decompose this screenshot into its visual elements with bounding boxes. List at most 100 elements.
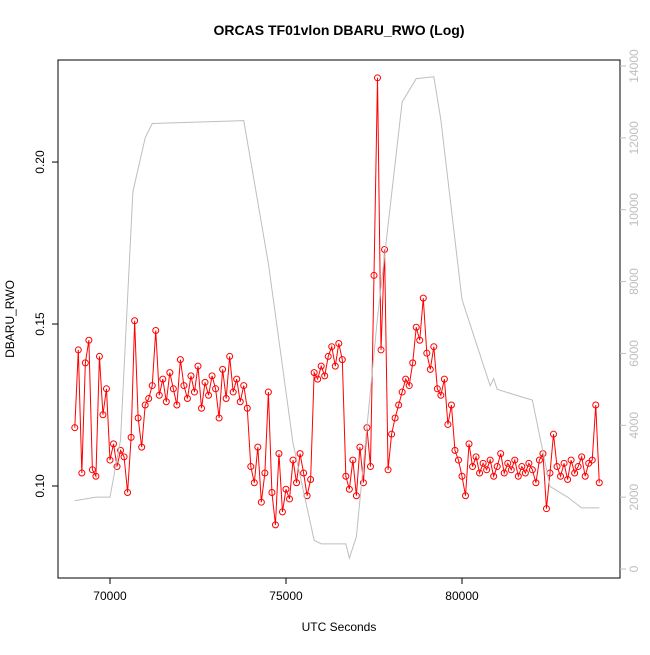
data-point bbox=[205, 391, 213, 399]
y2-tick-label: 10000 bbox=[627, 193, 641, 227]
x-axis-label: UTC Seconds bbox=[302, 620, 377, 634]
series-line bbox=[74, 76, 600, 561]
data-point bbox=[226, 352, 234, 360]
data-point bbox=[124, 488, 132, 496]
data-point bbox=[560, 459, 568, 467]
data-point bbox=[557, 472, 565, 480]
data-point bbox=[85, 336, 93, 344]
data-point bbox=[138, 443, 146, 451]
data-point bbox=[120, 453, 128, 461]
data-point bbox=[578, 453, 586, 461]
data-point bbox=[426, 365, 434, 373]
data-point bbox=[588, 456, 596, 464]
data-point bbox=[250, 479, 258, 487]
data-point bbox=[574, 463, 582, 471]
data-point bbox=[416, 336, 424, 344]
data-point bbox=[155, 391, 163, 399]
data-point bbox=[71, 424, 79, 432]
data-point bbox=[328, 343, 336, 351]
data-point bbox=[106, 456, 114, 464]
data-point bbox=[208, 372, 216, 380]
data-point bbox=[300, 469, 308, 477]
data-point bbox=[359, 479, 367, 487]
data-point bbox=[74, 346, 82, 354]
data-point bbox=[324, 352, 332, 360]
data-point bbox=[317, 362, 325, 370]
data-point bbox=[451, 446, 459, 454]
y2-tick-label: 12000 bbox=[627, 121, 641, 155]
data-point bbox=[296, 450, 304, 458]
data-point bbox=[331, 362, 339, 370]
data-point bbox=[388, 430, 396, 438]
data-point bbox=[542, 505, 550, 513]
data-point bbox=[532, 479, 540, 487]
y2-tick-label: 6000 bbox=[627, 340, 641, 367]
series-line bbox=[74, 77, 600, 525]
data-point bbox=[92, 472, 100, 480]
data-point bbox=[374, 74, 382, 82]
data-point bbox=[117, 446, 125, 454]
data-point bbox=[282, 485, 290, 493]
data-point bbox=[377, 346, 385, 354]
data-point bbox=[169, 385, 177, 393]
y-tick-label: 0.10 bbox=[33, 474, 47, 498]
data-point bbox=[458, 472, 466, 480]
data-point bbox=[391, 414, 399, 422]
data-point bbox=[349, 456, 357, 464]
y2-tick-label: 8000 bbox=[627, 268, 641, 295]
data-point bbox=[352, 492, 360, 500]
data-point bbox=[243, 404, 251, 412]
data-point bbox=[222, 395, 230, 403]
data-point bbox=[134, 414, 142, 422]
data-point bbox=[405, 382, 413, 390]
data-point bbox=[264, 388, 272, 396]
data-point bbox=[535, 456, 543, 464]
data-point bbox=[183, 395, 191, 403]
data-point bbox=[271, 521, 279, 529]
data-point bbox=[412, 323, 420, 331]
data-point bbox=[261, 469, 269, 477]
data-point bbox=[254, 443, 262, 451]
data-point bbox=[145, 395, 153, 403]
data-point bbox=[447, 401, 455, 409]
data-point bbox=[528, 466, 536, 474]
data-point bbox=[398, 388, 406, 396]
data-point bbox=[490, 472, 498, 480]
data-point bbox=[113, 463, 121, 471]
plot-frame bbox=[57, 59, 621, 579]
data-point bbox=[592, 401, 600, 409]
data-point bbox=[497, 450, 505, 458]
data-point bbox=[141, 401, 149, 409]
y2-tick-label: 0 bbox=[627, 565, 641, 572]
data-point bbox=[268, 488, 276, 496]
data-point bbox=[465, 440, 473, 448]
data-point bbox=[219, 365, 227, 373]
data-point bbox=[564, 476, 572, 484]
data-point bbox=[437, 391, 445, 399]
data-point bbox=[201, 378, 209, 386]
data-point bbox=[440, 375, 448, 383]
y-tick-label: 0.15 bbox=[33, 312, 47, 336]
data-point bbox=[433, 385, 441, 393]
data-point bbox=[356, 443, 364, 451]
data-point bbox=[187, 372, 195, 380]
data-point bbox=[310, 369, 318, 377]
data-point bbox=[521, 469, 529, 477]
data-point bbox=[110, 440, 118, 448]
data-point bbox=[180, 382, 188, 390]
data-point bbox=[472, 453, 480, 461]
data-point bbox=[233, 375, 241, 383]
data-point bbox=[553, 463, 561, 471]
data-point bbox=[176, 356, 184, 364]
data-point bbox=[550, 430, 558, 438]
data-point bbox=[395, 401, 403, 409]
data-point bbox=[159, 375, 167, 383]
data-point bbox=[78, 469, 86, 477]
data-point bbox=[236, 398, 244, 406]
data-point bbox=[525, 459, 533, 467]
data-point bbox=[215, 414, 223, 422]
data-point bbox=[314, 375, 322, 383]
data-point bbox=[479, 459, 487, 467]
x-tick-label: 70000 bbox=[93, 589, 127, 603]
